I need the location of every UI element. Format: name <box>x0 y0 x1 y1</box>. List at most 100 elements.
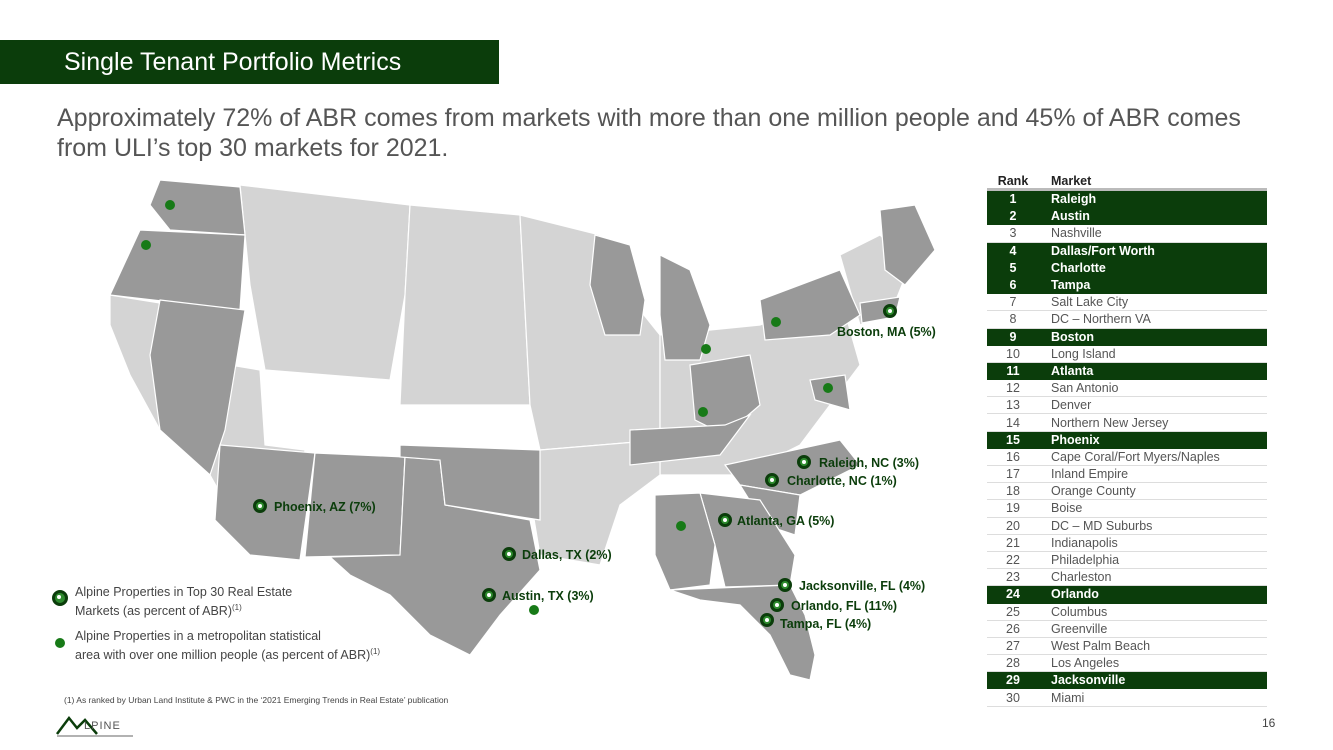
rank-cell: 29 <box>987 671 1051 690</box>
rank-row: 18 Orange County <box>987 482 1267 501</box>
market-cell: Charleston <box>1051 568 1267 587</box>
marker-charlotte <box>765 473 779 487</box>
rank-row: 11 Atlanta <box>987 362 1267 381</box>
rank-cell: 21 <box>987 534 1051 552</box>
market-cell: Tampa <box>1051 276 1267 295</box>
marker-tampa <box>760 613 774 627</box>
rank-cell: 14 <box>987 413 1051 432</box>
marker-metro <box>771 317 781 327</box>
market-cell: Indianapolis <box>1051 534 1267 552</box>
label-atlanta: Atlanta, GA (5%) <box>737 514 835 528</box>
rank-row: 21 Indianapolis <box>987 534 1267 552</box>
market-cell: Los Angeles <box>1051 654 1267 673</box>
rank-cell: 9 <box>987 328 1051 346</box>
market-cell: Orlando <box>1051 585 1267 604</box>
state-michigan <box>659 254 711 361</box>
marker-austin <box>482 588 496 602</box>
rank-row: 22 Philadelphia <box>987 551 1267 570</box>
legend-top30-sup: (1) <box>232 603 242 612</box>
state-washington <box>149 179 246 236</box>
rank-cell: 27 <box>987 637 1051 656</box>
alpine-logo <box>56 715 133 737</box>
market-cell: Long Island <box>1051 345 1267 363</box>
rank-cell: 1 <box>987 189 1051 209</box>
market-cell: Cape Coral/Fort Myers/Naples <box>1051 448 1267 467</box>
legend-top30-line2: Markets (as percent of ABR) <box>75 604 233 619</box>
rank-table-body: 1 Raleigh 2 Austin 3 Nashville 4 Dallas/Fort Wo… <box>987 189 1267 707</box>
rank-cell: 13 <box>987 396 1051 415</box>
rank-row: 25 Columbus <box>987 603 1267 621</box>
rank-cell: 8 <box>987 310 1051 329</box>
market-cell: Columbus <box>1051 603 1267 621</box>
page-number: 16 <box>1262 716 1276 730</box>
market-cell: Inland Empire <box>1051 465 1267 484</box>
marker-metro <box>823 383 833 393</box>
label-dallas: Dallas, TX (2%) <box>522 548 612 562</box>
legend-metro-sup: (1) <box>370 647 381 656</box>
rank-cell: 17 <box>987 465 1051 484</box>
state-northcarolina <box>723 439 861 496</box>
market-cell: Miami <box>1051 688 1267 707</box>
market-cell: Nashville <box>1051 224 1267 243</box>
rank-row: 6 Tampa <box>987 276 1267 295</box>
rank-cell: 5 <box>987 259 1051 277</box>
state-newyork <box>759 269 861 341</box>
rank-cell: 7 <box>987 293 1051 312</box>
rank-row: 27 West Palm Beach <box>987 637 1267 656</box>
state-nevada <box>149 299 246 477</box>
legend-top30-line1: Alpine Properties in Top 30 Real Estate <box>75 585 293 599</box>
legend-top30-icon <box>52 590 68 606</box>
rank-cell: 2 <box>987 207 1051 226</box>
rank-cell: 28 <box>987 654 1051 673</box>
rank-cell: 11 <box>987 362 1051 381</box>
rank-row: 1 Raleigh <box>987 189 1267 209</box>
rank-cell: 18 <box>987 482 1051 501</box>
label-tampa: Tampa, FL (4%) <box>780 617 872 631</box>
label-boston: Boston, MA (5%) <box>837 325 936 339</box>
rank-row: 4 Dallas/Fort Worth <box>987 242 1267 260</box>
rank-cell: 12 <box>987 379 1051 398</box>
state-plains-base <box>399 204 531 406</box>
rank-row: 14 Northern New Jersey <box>987 413 1267 432</box>
label-jacksonville: Jacksonville, FL (4%) <box>799 579 926 593</box>
market-cell: Denver <box>1051 396 1267 415</box>
market-cell: Dallas/Fort Worth <box>1051 242 1267 260</box>
label-raleigh: Raleigh, NC (3%) <box>819 456 920 470</box>
state-alabama <box>654 492 716 591</box>
subtitle: Approximately 72% of ABR comes from mark… <box>57 104 1241 162</box>
market-cell: Boston <box>1051 328 1267 346</box>
logo-text: LPINE <box>84 720 121 732</box>
marker-metro <box>165 200 175 210</box>
rank-row: 24 Orlando <box>987 585 1267 604</box>
rank-cell: 24 <box>987 585 1051 604</box>
marker-metro <box>698 407 708 417</box>
marker-atlanta <box>718 513 732 527</box>
market-cell: West Palm Beach <box>1051 637 1267 656</box>
rank-table: Rank Market 1 Raleigh 2 Austin 3 Nashville 4 Da… <box>987 174 1267 707</box>
state-kentucky <box>629 413 752 466</box>
rank-row: 9 Boston <box>987 328 1267 346</box>
marker-raleigh <box>797 455 811 469</box>
market-cell: Northern New Jersey <box>1051 413 1267 432</box>
rank-row: 20 DC – MD Suburbs <box>987 517 1267 535</box>
rank-cell: 4 <box>987 242 1051 260</box>
rank-row: 5 Charlotte <box>987 259 1267 277</box>
us-map <box>109 179 936 681</box>
market-cell: Philadelphia <box>1051 551 1267 570</box>
rank-row: 16 Cape Coral/Fort Myers/Naples <box>987 448 1267 467</box>
market-cell: Raleigh <box>1051 189 1267 209</box>
rank-cell: 3 <box>987 224 1051 243</box>
rank-row: 29 Jacksonville <box>987 671 1267 690</box>
market-cell: Salt Lake City <box>1051 293 1267 312</box>
marker-orlando <box>770 598 784 612</box>
rank-cell: 19 <box>987 499 1051 518</box>
rank-row: 19 Boise <box>987 499 1267 518</box>
rank-row: 3 Nashville <box>987 224 1267 243</box>
marker-boston <box>883 304 897 318</box>
state-wisconsin <box>589 234 646 336</box>
marker-phoenix <box>253 499 267 513</box>
market-cell: DC – MD Suburbs <box>1051 517 1267 535</box>
rank-row: 15 Phoenix <box>987 431 1267 449</box>
market-header: Market <box>1051 174 1267 191</box>
rank-row: 7 Salt Lake City <box>987 293 1267 312</box>
